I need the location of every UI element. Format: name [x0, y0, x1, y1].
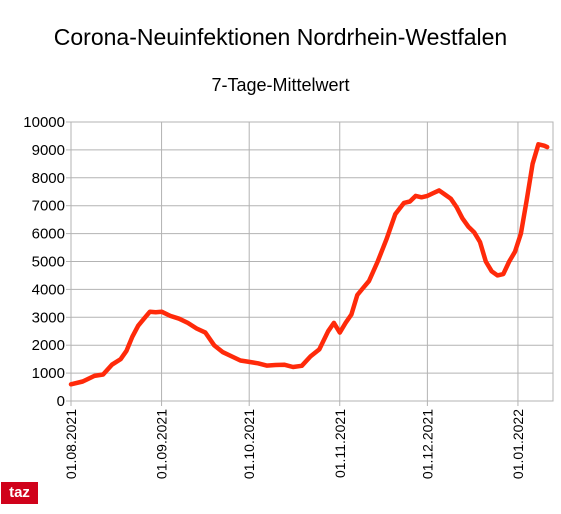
- y-tick-label: 4000: [32, 281, 65, 298]
- chart-title: Corona-Neuinfektionen Nordrhein-Westfale…: [53, 24, 508, 50]
- taz-logo: taz: [1, 482, 38, 504]
- y-tick-label: 8000: [32, 170, 65, 187]
- x-tick-label: 01.11.2021: [332, 409, 348, 478]
- y-tick-label: 3000: [32, 309, 65, 326]
- y-tick-label: 10000: [23, 114, 65, 131]
- axes: [66, 121, 554, 406]
- tick-labels: 0 1000 2000 3000 4000 5000 6000 7000 8000 9000 100…: [23, 114, 526, 479]
- y-tick-label: 6000: [32, 226, 65, 243]
- plot-frame: [70, 121, 554, 402]
- grid: [70, 121, 553, 402]
- chart-subtitle: 7-Tage-Mittelwert: [211, 75, 350, 95]
- x-tick-label: 01.09.2021: [154, 409, 170, 479]
- series: [68, 142, 550, 387]
- y-tick-label: 5000: [32, 254, 65, 271]
- series-line: [68, 142, 550, 387]
- y-tick-label: 1000: [32, 365, 65, 382]
- x-tick-label: 01.12.2021: [419, 409, 435, 479]
- y-tick-label: 0: [57, 393, 65, 410]
- y-tick-label: 9000: [32, 142, 65, 159]
- x-tick-label: 01.01.2022: [510, 409, 526, 479]
- y-tick-label: 7000: [32, 198, 65, 215]
- x-tick-label: 01.10.2021: [241, 409, 257, 479]
- y-tick-label: 2000: [32, 337, 65, 354]
- x-tick-label: 01.08.2021: [63, 409, 79, 479]
